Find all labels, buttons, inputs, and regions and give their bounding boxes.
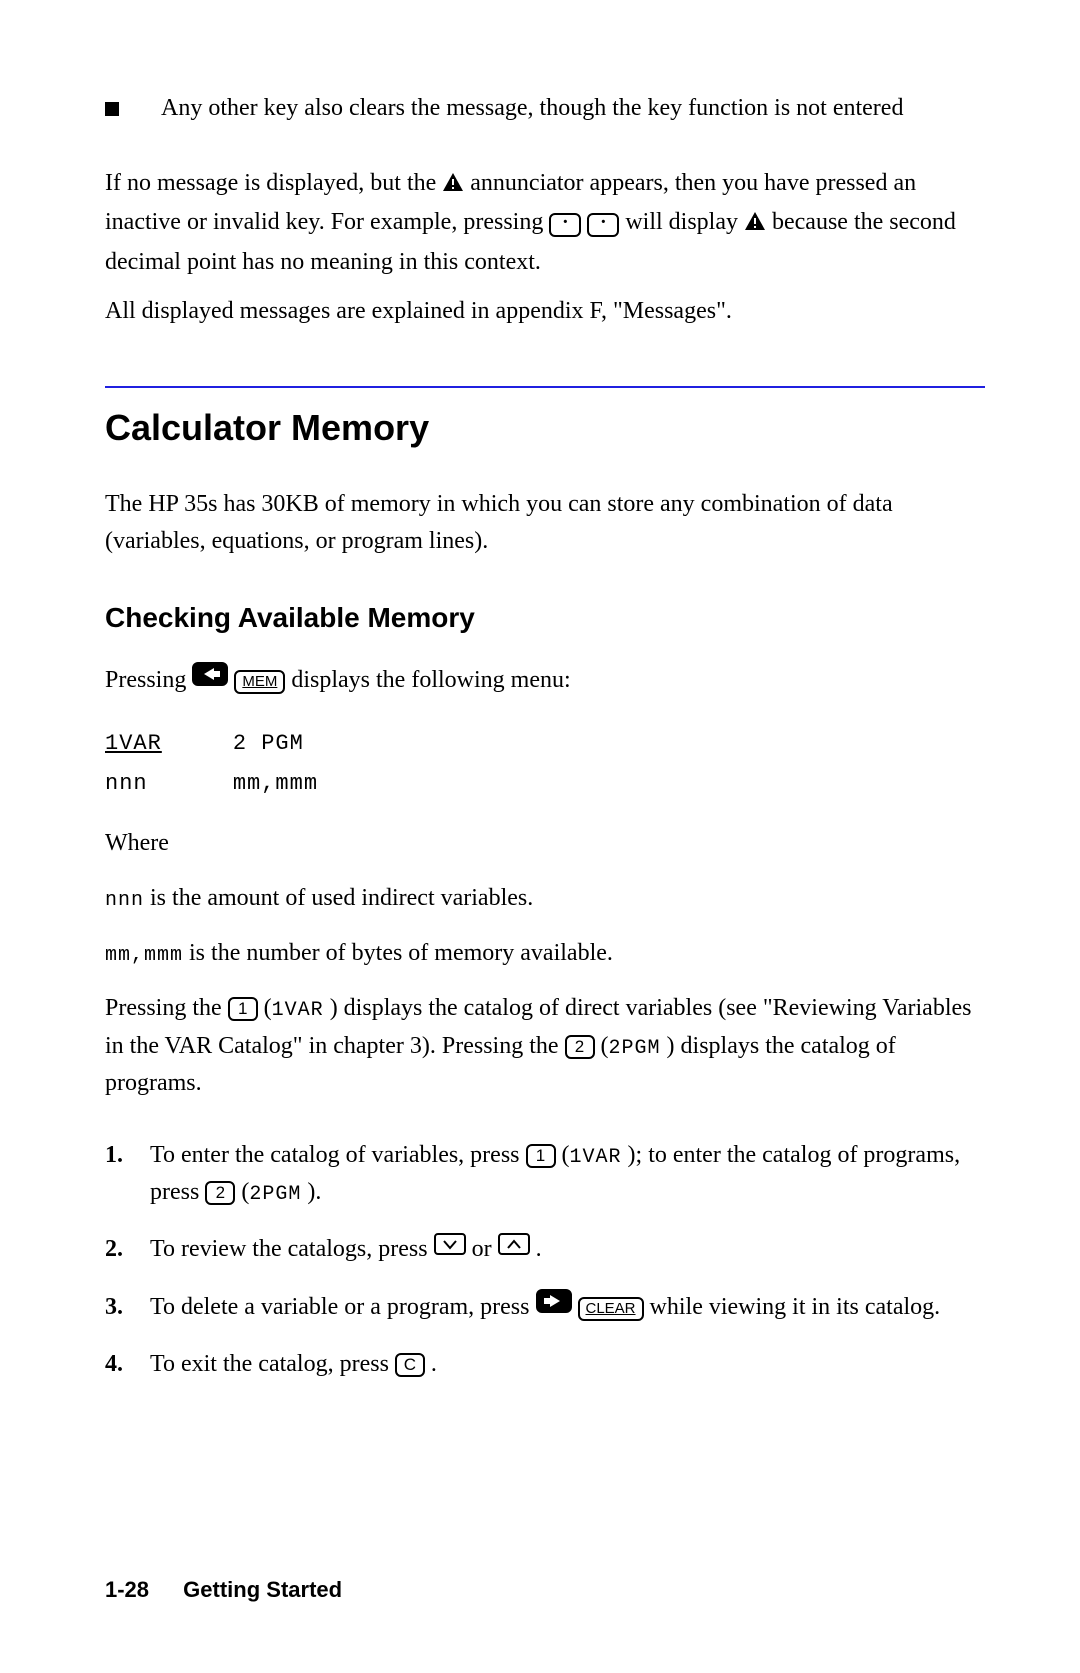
mono-value: 1VAR <box>570 1146 622 1169</box>
key-2-icon: 2 <box>205 1181 235 1205</box>
text-run: is the amount of used indirect variables… <box>150 885 533 911</box>
display-row: nnn mm,mmm <box>105 767 985 801</box>
bullet-text: Any other key also clears the message, t… <box>161 90 985 127</box>
list-number: 3. <box>105 1289 150 1326</box>
down-arrow-key-icon <box>434 1233 466 1255</box>
key-c-icon: C <box>395 1353 425 1377</box>
text-run: Pressing the <box>105 995 228 1021</box>
mono-value: 1VAR <box>272 999 324 1022</box>
paragraph: Pressing the 1 (1VAR ) displays the cata… <box>105 990 985 1102</box>
where-label: Where <box>105 825 985 862</box>
display-value: 1VAR <box>105 731 162 756</box>
list-text: To delete a variable or a program, press… <box>150 1289 985 1326</box>
mono-value: 2PGM <box>609 1037 661 1060</box>
mono-value: 2PGM <box>249 1183 301 1206</box>
text-run: displays the following menu: <box>291 667 570 693</box>
display-row: 1VAR 2 PGM <box>105 727 985 761</box>
page-footer: 1-28 Getting Started <box>105 1577 342 1603</box>
list-item: 4. To exit the catalog, press C . <box>105 1346 985 1383</box>
list-number: 1. <box>105 1137 150 1211</box>
text-run: . <box>536 1236 542 1262</box>
warning-triangle-icon <box>744 206 766 243</box>
paragraph: All displayed messages are explained in … <box>105 293 985 330</box>
text-run: will display <box>625 209 744 235</box>
left-shift-key-icon <box>192 662 228 686</box>
section-heading: Calculator Memory <box>105 400 985 456</box>
text-run: To review the catalogs, press <box>150 1236 434 1262</box>
paragraph: Pressing MEM displays the following menu… <box>105 662 985 699</box>
display-value: mm,mmm <box>233 771 318 796</box>
list-item: 3. To delete a variable or a program, pr… <box>105 1289 985 1326</box>
list-text: To review the catalogs, press or . <box>150 1231 985 1268</box>
text-run: If no message is displayed, but the <box>105 170 442 196</box>
right-shift-key-icon <box>536 1289 572 1313</box>
page-number: 1-28 <box>105 1577 149 1602</box>
chapter-title: Getting Started <box>183 1577 342 1602</box>
text-run: To exit the catalog, press <box>150 1351 395 1377</box>
key-2-icon: 2 <box>565 1035 595 1059</box>
list-number: 2. <box>105 1231 150 1268</box>
decimal-key-icon: · <box>587 213 619 237</box>
text-run: Pressing <box>105 667 192 693</box>
page-content: Any other key also clears the message, t… <box>105 90 985 1383</box>
list-item: 1. To enter the catalog of variables, pr… <box>105 1137 985 1211</box>
subsection-heading: Checking Available Memory <box>105 596 985 639</box>
decimal-key-icon: · <box>549 213 581 237</box>
list-item: 2. To review the catalogs, press or . <box>105 1231 985 1268</box>
definition-line: nnn is the amount of used indirect varia… <box>105 880 985 917</box>
mono-value: nnn <box>105 889 144 912</box>
text-run: To enter the catalog of variables, press <box>150 1142 526 1168</box>
mono-value: mm,mmm <box>105 944 183 967</box>
mem-key-icon: MEM <box>234 670 285 694</box>
clear-key-icon: CLEAR <box>578 1297 644 1321</box>
key-1-icon: 1 <box>526 1144 556 1168</box>
text-run: is the number of bytes of memory availab… <box>189 940 613 966</box>
warning-triangle-icon <box>442 167 464 204</box>
display-value: nnn <box>105 771 148 796</box>
bullet-square-icon <box>105 102 119 116</box>
display-value: 2 PGM <box>233 731 304 756</box>
list-number: 4. <box>105 1346 150 1383</box>
paragraph: The HP 35s has 30KB of memory in which y… <box>105 486 985 560</box>
text-run: or <box>472 1236 498 1262</box>
list-text: To exit the catalog, press C . <box>150 1346 985 1383</box>
definition-line: mm,mmm is the number of bytes of memory … <box>105 935 985 972</box>
text-run: . <box>431 1351 437 1377</box>
text-run: To delete a variable or a program, press <box>150 1294 536 1320</box>
list-text: To enter the catalog of variables, press… <box>150 1137 985 1211</box>
key-1-icon: 1 <box>228 997 258 1021</box>
text-run: ). <box>307 1179 321 1205</box>
text-run: while viewing it in its catalog. <box>650 1294 941 1320</box>
ordered-list: 1. To enter the catalog of variables, pr… <box>105 1137 985 1383</box>
up-arrow-key-icon <box>498 1233 530 1255</box>
display-block: 1VAR 2 PGM nnn mm,mmm <box>105 727 985 801</box>
bullet-item: Any other key also clears the message, t… <box>105 90 985 127</box>
section-divider <box>105 386 985 388</box>
paragraph: If no message is displayed, but the annu… <box>105 165 985 281</box>
